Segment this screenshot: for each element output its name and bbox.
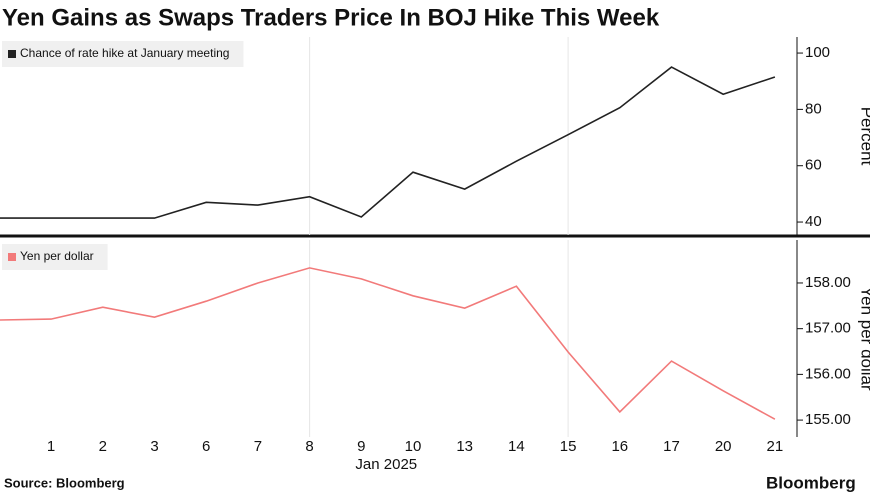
y-tick-label: 156.00 bbox=[805, 365, 851, 382]
x-tick-label: 9 bbox=[357, 438, 365, 455]
y-tick-label: 155.00 bbox=[805, 411, 851, 428]
y-tick-label: 40 bbox=[805, 213, 822, 230]
y-tick-label: 158.00 bbox=[805, 274, 851, 291]
x-tick-label: 20 bbox=[715, 438, 732, 455]
legend-label: Chance of rate hike at January meeting bbox=[20, 46, 229, 60]
legend-label: Yen per dollar bbox=[20, 249, 94, 263]
x-tick-label: 16 bbox=[611, 438, 628, 455]
brand: Bloomberg bbox=[766, 473, 856, 492]
x-tick-label: 3 bbox=[150, 438, 158, 455]
y-axis-label: Yen per dollar bbox=[858, 286, 870, 391]
y-tick-label: 60 bbox=[805, 157, 822, 174]
series-line bbox=[0, 267, 776, 420]
x-tick-label: 15 bbox=[560, 438, 577, 455]
x-tick-label: 21 bbox=[767, 438, 784, 455]
x-tick-label: 2 bbox=[99, 438, 107, 455]
x-tick-label: 8 bbox=[305, 438, 313, 455]
x-tick-label: 6 bbox=[202, 438, 210, 455]
y-tick-label: 80 bbox=[805, 100, 822, 117]
series-line bbox=[0, 66, 776, 219]
chart-title: Yen Gains as Swaps Traders Price In BOJ … bbox=[2, 4, 660, 31]
x-tick-label: 1 bbox=[47, 438, 55, 455]
x-tick-label: 14 bbox=[508, 438, 525, 455]
x-axis-label: Jan 2025 bbox=[355, 456, 417, 473]
legend-box bbox=[2, 244, 108, 270]
source: Source: Bloomberg bbox=[4, 475, 125, 490]
x-tick-label: 13 bbox=[456, 438, 473, 455]
legend-swatch bbox=[8, 50, 16, 58]
x-tick-label: 17 bbox=[663, 438, 680, 455]
y-tick-label: 157.00 bbox=[805, 320, 851, 337]
x-tick-label: 7 bbox=[254, 438, 262, 455]
y-tick-label: 100 bbox=[805, 44, 830, 61]
legend-box bbox=[2, 41, 244, 67]
x-tick-label: 10 bbox=[405, 438, 422, 455]
legend-swatch bbox=[8, 253, 16, 261]
y-axis-label: Percent bbox=[858, 107, 870, 166]
